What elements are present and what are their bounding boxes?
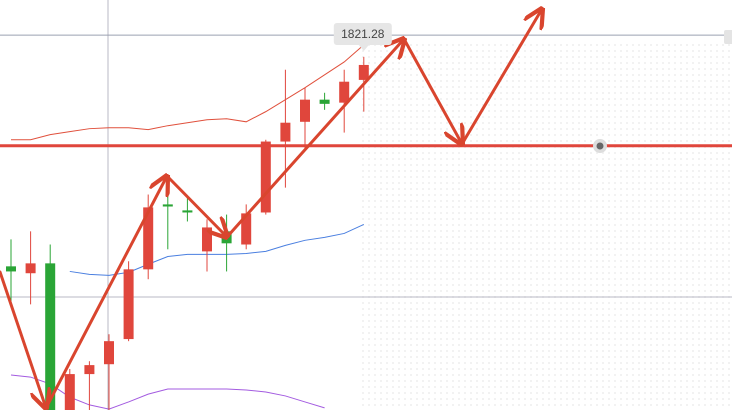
edge-icon [724, 30, 732, 44]
plot [0, 34, 732, 410]
arrow [165, 174, 227, 237]
band-line [11, 44, 365, 141]
candle-body [280, 122, 291, 142]
candle-body [358, 64, 369, 80]
candle-body [260, 141, 271, 213]
candle-body [6, 266, 16, 272]
arrow [44, 176, 167, 410]
arrow [0, 270, 46, 408]
trend-arrows [0, 9, 542, 408]
price-label: 1821.28 [341, 27, 385, 41]
map-background [360, 40, 732, 410]
price-tooltip [333, 23, 392, 45]
candle-body [202, 227, 212, 252]
candle-body [45, 263, 56, 410]
candle-body [123, 269, 134, 340]
candle-body [300, 99, 310, 122]
candle-body [241, 213, 252, 245]
candle-body [339, 81, 350, 103]
band-line [10, 374, 325, 410]
candle-body [162, 204, 173, 207]
candle-body [319, 99, 330, 104]
arrow [225, 39, 404, 239]
handle-dot [596, 142, 604, 150]
candle-body [84, 365, 95, 375]
tooltip-pointer [358, 45, 369, 51]
candle-body [25, 263, 36, 274]
band-line [69, 223, 365, 276]
arrow [460, 9, 542, 146]
candle-body [143, 207, 154, 270]
candle-body [182, 210, 193, 213]
candle-body [104, 341, 114, 365]
arrow [402, 37, 462, 144]
candle-body [64, 374, 75, 410]
